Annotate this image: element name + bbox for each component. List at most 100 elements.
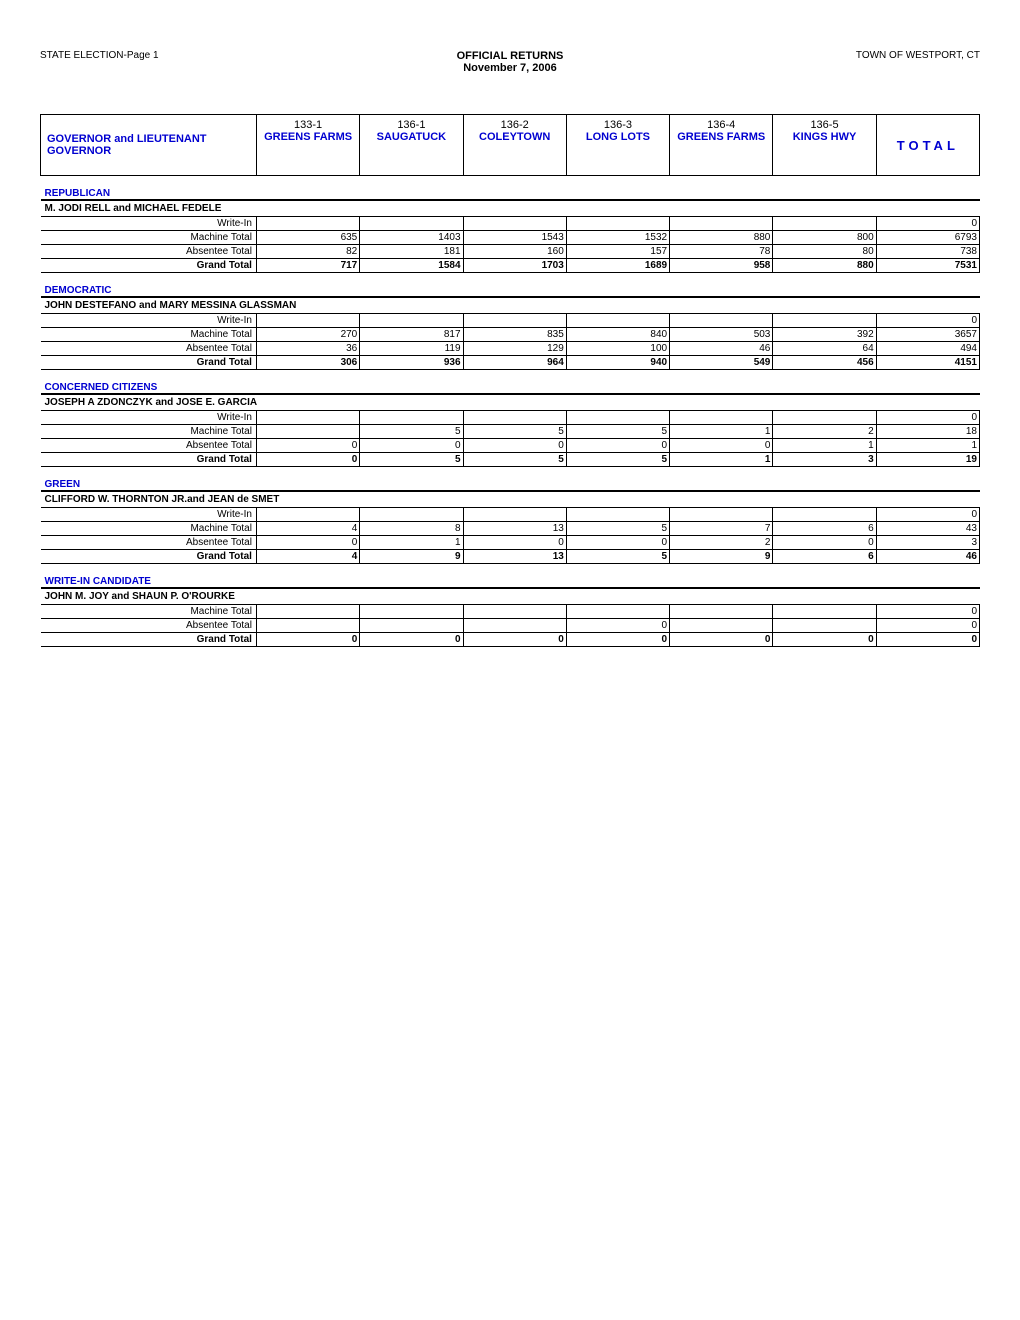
value-cell: 717 [256,259,359,273]
value-cell: 0 [256,633,359,647]
value-cell [256,217,359,231]
district-number: 136-1 [364,119,458,131]
total-cell: 0 [876,605,979,619]
value-cell: 5 [566,550,669,564]
data-row: Write-In0 [41,314,980,328]
data-row: Machine Total5551218 [41,425,980,439]
value-cell [256,605,359,619]
value-cell [256,425,359,439]
returns-table: GOVERNOR and LIEUTENANT GOVERNOR 133-1 G… [40,114,980,657]
value-cell: 0 [463,536,566,550]
value-cell: 64 [773,342,876,356]
total-cell: 3657 [876,328,979,342]
candidate-row: JOHN M. JOY and SHAUN P. O'ROURKE [41,588,980,605]
district-number: 136-4 [674,119,768,131]
value-cell: 4 [256,522,359,536]
value-cell: 82 [256,245,359,259]
district-name: GREENS FARMS [674,131,768,143]
value-cell [256,411,359,425]
value-cell: 0 [566,633,669,647]
value-cell: 0 [463,633,566,647]
value-cell: 80 [773,245,876,259]
value-cell: 880 [670,231,773,245]
total-cell: 6793 [876,231,979,245]
total-cell: 7531 [876,259,979,273]
value-cell [566,411,669,425]
value-cell: 800 [773,231,876,245]
value-cell [773,605,876,619]
value-cell: 100 [566,342,669,356]
row-label: Write-In [41,314,257,328]
value-cell: 940 [566,356,669,370]
data-row: Write-In0 [41,411,980,425]
value-cell [670,314,773,328]
value-cell [773,314,876,328]
party-row: GREEN [41,477,980,491]
data-row: Machine Total 0 [41,605,980,619]
data-row: Machine Total481357643 [41,522,980,536]
row-label: Write-In [41,508,257,522]
value-cell [463,314,566,328]
party-row: REPUBLICAN [41,186,980,200]
value-cell: 392 [773,328,876,342]
value-cell: 5 [566,425,669,439]
value-cell [360,508,463,522]
value-cell [463,619,566,633]
value-cell: 8 [360,522,463,536]
value-cell: 9 [360,550,463,564]
district-name: GREENS FARMS [261,131,355,143]
row-label: Grand Total [41,550,257,564]
district-number: 133-1 [261,119,355,131]
party-row: WRITE-IN CANDIDATE [41,574,980,588]
header-title: OFFICIAL RETURNS [353,50,666,62]
value-cell: 5 [463,453,566,467]
header-right: TOWN OF WESTPORT, CT [667,50,980,61]
value-cell: 0 [566,439,669,453]
district-header: 133-1 GREENS FARMS [256,115,359,176]
data-row: Absentee Total00 [41,619,980,633]
value-cell: 817 [360,328,463,342]
value-cell: 3 [773,453,876,467]
total-cell: 0 [876,619,979,633]
value-cell: 2 [773,425,876,439]
value-cell: 1 [773,439,876,453]
value-cell: 835 [463,328,566,342]
value-cell: 958 [670,259,773,273]
value-cell: 6 [773,522,876,536]
total-header: TOTAL [876,115,979,176]
row-label: Machine Total [41,605,257,619]
row-label: Absentee Total [41,619,257,633]
district-number: 136-5 [777,119,871,131]
value-cell [360,217,463,231]
row-label: Machine Total [41,522,257,536]
value-cell: 1532 [566,231,669,245]
value-cell [360,411,463,425]
office-title: GOVERNOR and LIEUTENANT GOVERNOR [41,115,257,176]
value-cell: 270 [256,328,359,342]
value-cell: 0 [256,439,359,453]
row-label: Machine Total [41,328,257,342]
table-header-row: GOVERNOR and LIEUTENANT GOVERNOR 133-1 G… [41,115,980,176]
value-cell: 7 [670,522,773,536]
value-cell [463,508,566,522]
party-label: REPUBLICAN [41,186,980,200]
total-cell: 1 [876,439,979,453]
value-cell: 635 [256,231,359,245]
data-row: Write-In0 [41,508,980,522]
value-cell [463,605,566,619]
row-label: Grand Total [41,453,257,467]
value-cell: 936 [360,356,463,370]
value-cell: 46 [670,342,773,356]
data-row: Grand Total3069369649405494564151 [41,356,980,370]
value-cell: 1 [670,453,773,467]
value-cell: 181 [360,245,463,259]
value-cell: 0 [256,453,359,467]
total-cell: 43 [876,522,979,536]
value-cell [773,508,876,522]
value-cell: 4 [256,550,359,564]
value-cell: 9 [670,550,773,564]
value-cell: 503 [670,328,773,342]
value-cell [670,508,773,522]
value-cell: 1403 [360,231,463,245]
value-cell: 5 [566,522,669,536]
